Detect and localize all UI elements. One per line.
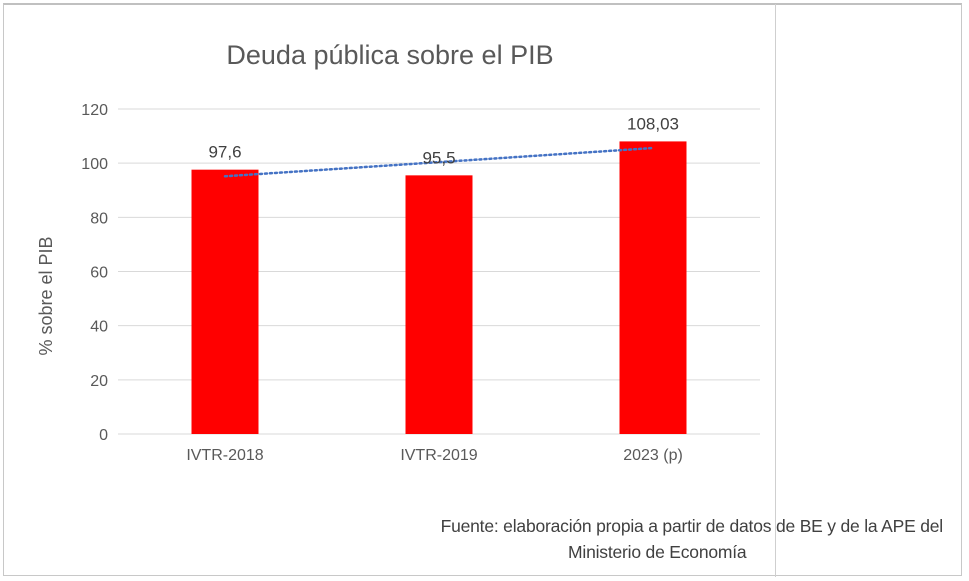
y-tick-label: 60 xyxy=(90,265,108,282)
data-label: 108,03 xyxy=(627,114,679,133)
y-tick-label: 80 xyxy=(90,210,108,227)
chart-frame xyxy=(3,3,962,576)
bar xyxy=(405,175,473,434)
source-note-line2: Ministerio de Economía xyxy=(568,542,747,562)
y-tick-label: 120 xyxy=(81,102,108,119)
y-tick-label: 20 xyxy=(90,373,108,390)
x-tick-label: IVTR-2018 xyxy=(186,447,263,464)
trendline xyxy=(223,146,655,178)
data-label: 97,6 xyxy=(208,143,241,162)
x-tick-label: 2023 (p) xyxy=(623,447,683,464)
chart-title: Deuda pública sobre el PIB xyxy=(226,40,553,70)
y-tick-label: 100 xyxy=(81,156,108,173)
y-axis-label: % sobre el PIB xyxy=(36,236,56,355)
cell-divider xyxy=(775,4,776,577)
x-tick-label: IVTR-2019 xyxy=(400,447,477,464)
y-tick-label: 0 xyxy=(99,427,108,444)
bar xyxy=(191,169,259,434)
y-tick-label: 40 xyxy=(90,319,108,336)
data-label: 95,5 xyxy=(422,148,455,167)
source-note-line1: Fuente: elaboración propia a partir de d… xyxy=(440,516,944,536)
bar xyxy=(619,141,687,434)
